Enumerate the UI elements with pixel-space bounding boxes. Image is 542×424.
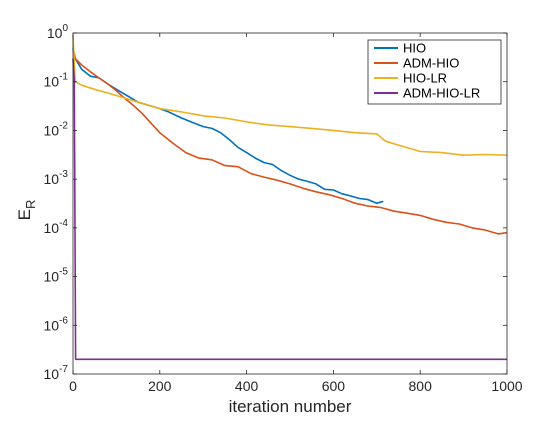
x-tick-label: 0	[69, 378, 77, 394]
x-tick-label: 200	[148, 378, 172, 394]
y-axis-label-subscript: R	[23, 200, 38, 209]
y-tick-label: 10-7	[44, 364, 69, 382]
axes-box	[72, 32, 508, 375]
series-layer	[72, 35, 508, 361]
x-tick-label: 800	[409, 378, 433, 394]
ticks-layer: 0 200 400 600 800 1000 100 10-1 10-2 10-3 10-4 10-5…	[44, 23, 523, 394]
legend-label-1: ADM-HIO	[403, 56, 459, 71]
y-tick-label: 10-4	[44, 218, 69, 236]
y-tick-label: 10-2	[44, 120, 69, 138]
series-line-1	[72, 49, 508, 235]
y-tick-label: 100	[47, 23, 69, 41]
y-tick-label: 10-5	[44, 267, 69, 285]
x-tick-label: 400	[235, 378, 259, 394]
y-tick-label: 10-1	[44, 72, 69, 90]
x-axis-label: iteration number	[229, 397, 352, 416]
y-axis-label-main: E	[15, 209, 34, 220]
legend-label-3: ADM-HIO-LR	[403, 86, 480, 101]
x-tick-label: 600	[322, 378, 346, 394]
y-axis-label: ER	[15, 200, 38, 221]
y-tick-label: 10-3	[44, 169, 69, 187]
series-line-3	[72, 58, 507, 361]
y-tick-label: 10-6	[44, 315, 69, 333]
x-tick-label: 1000	[491, 378, 522, 394]
legend-label-2: HIO-LR	[403, 71, 447, 86]
series-line-2	[72, 35, 508, 156]
legend-label-0: HIO	[403, 41, 426, 56]
